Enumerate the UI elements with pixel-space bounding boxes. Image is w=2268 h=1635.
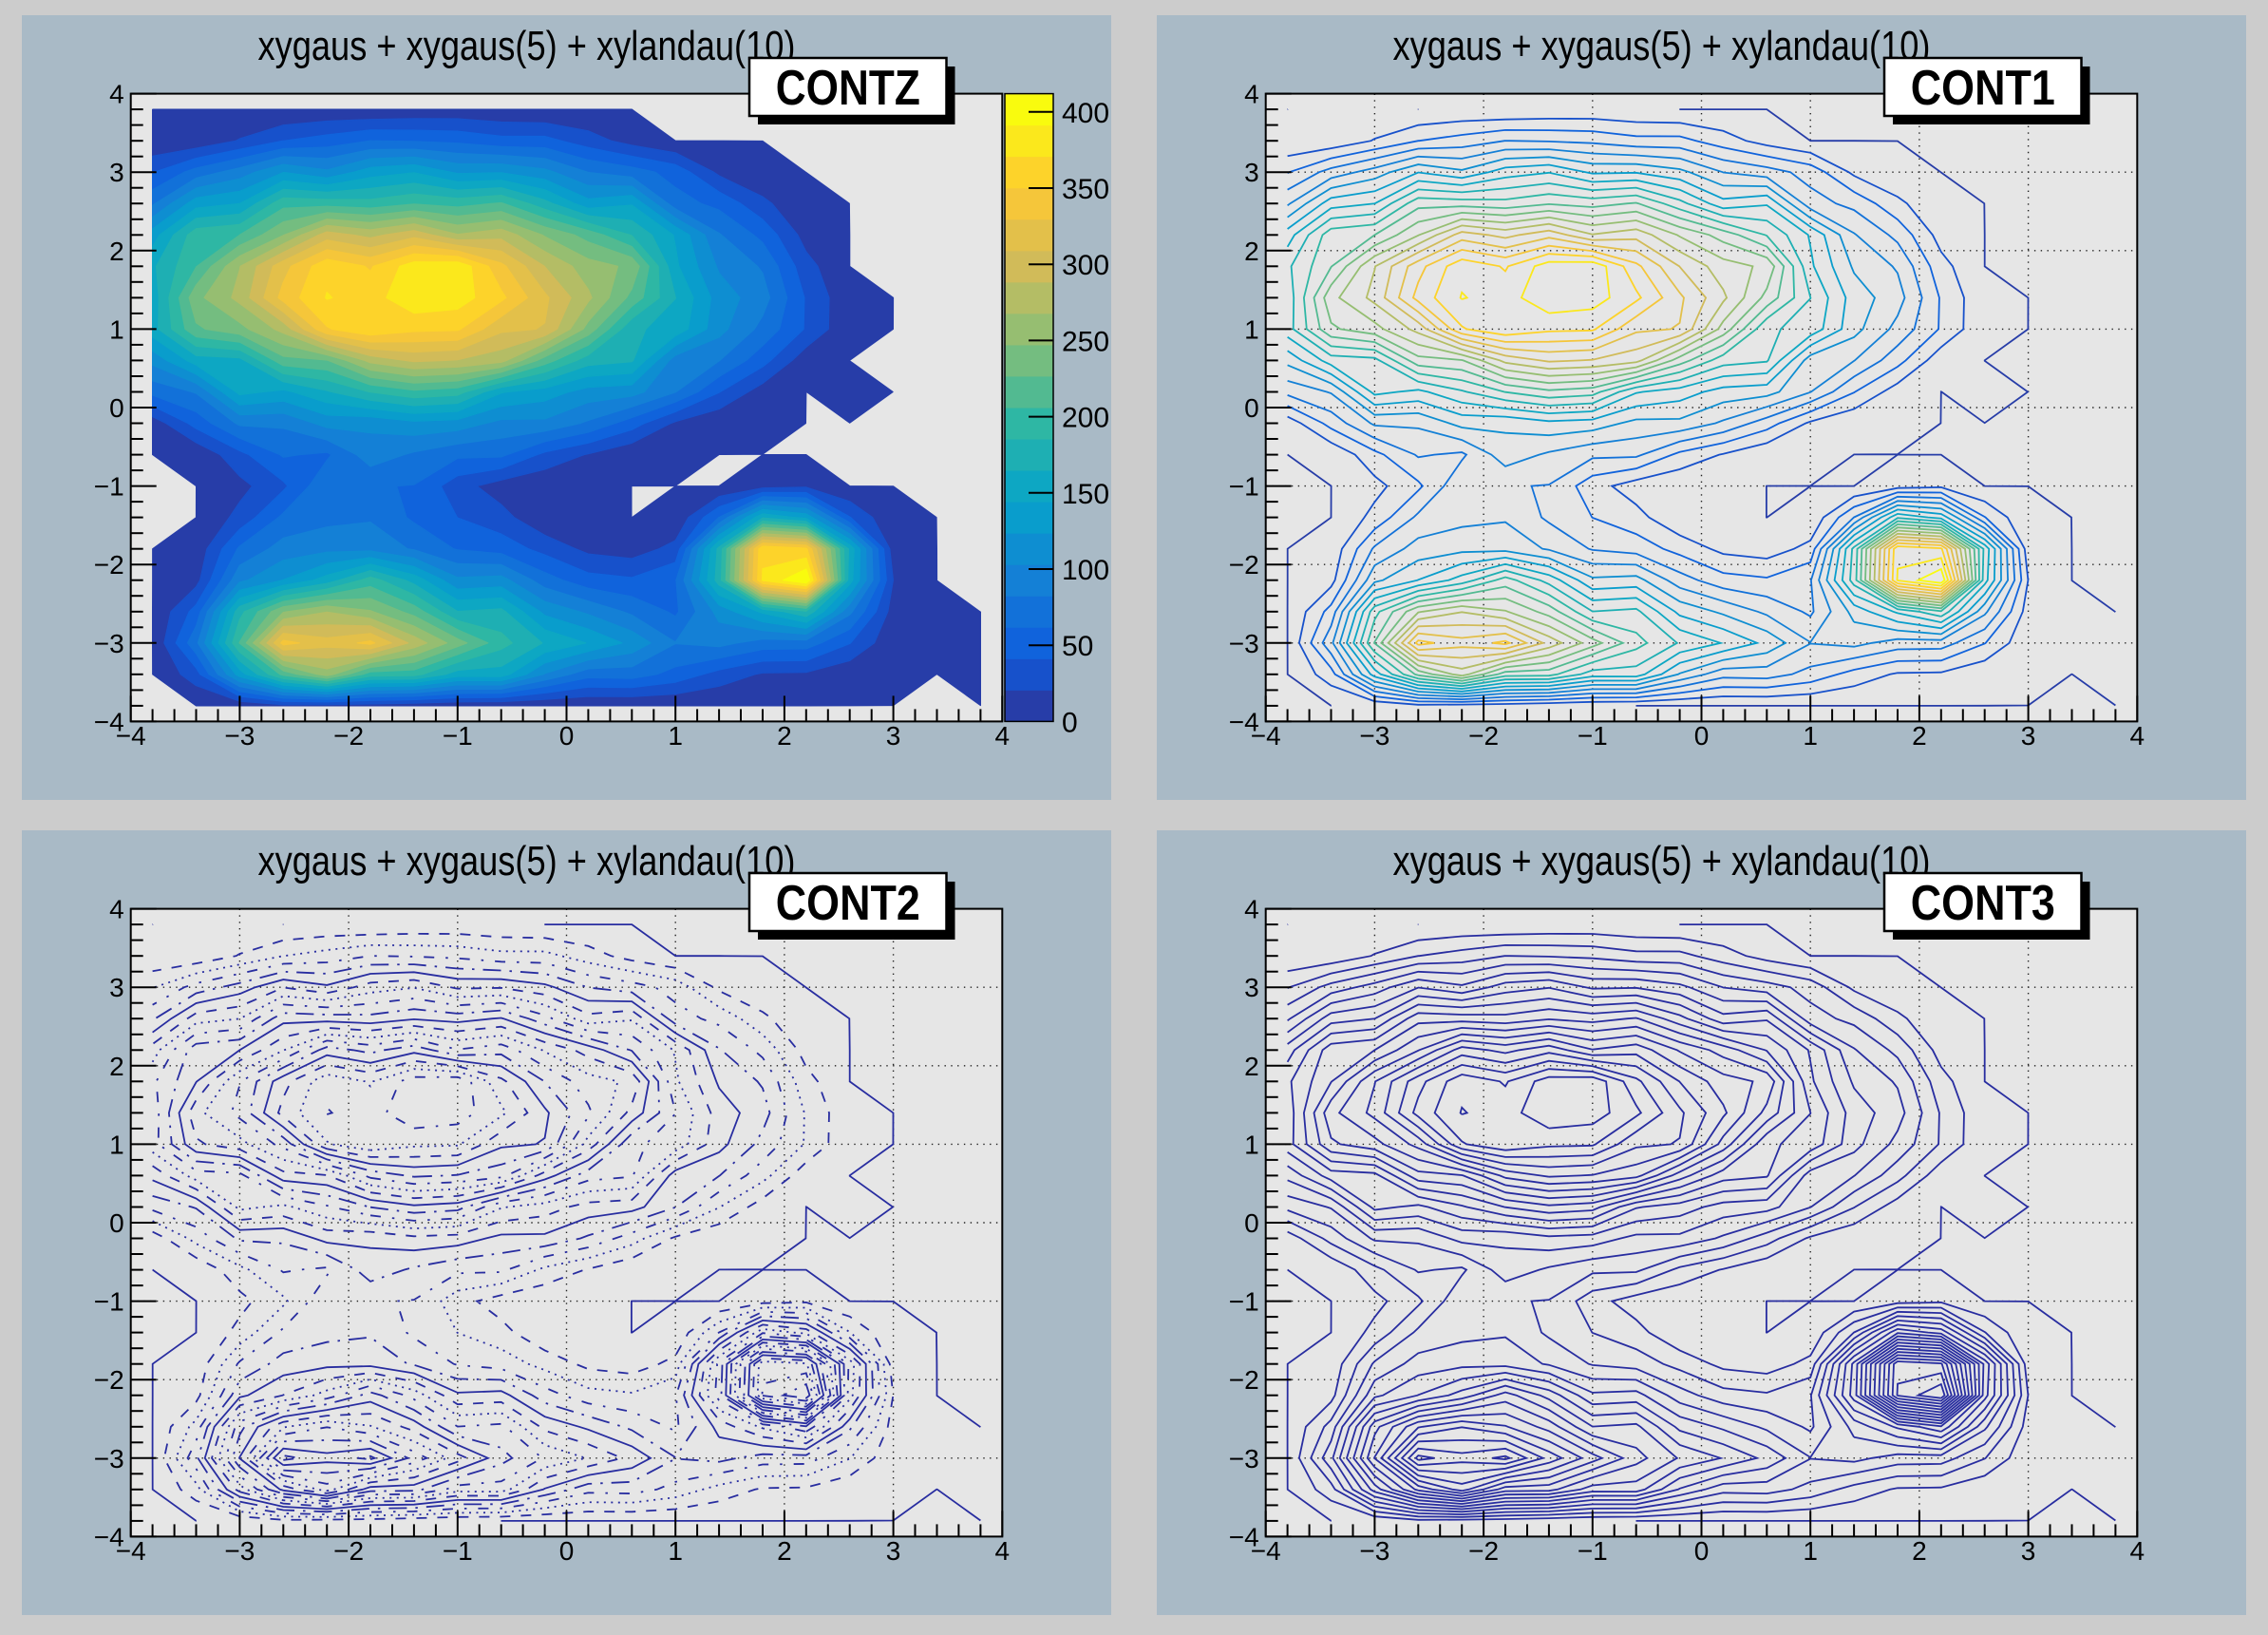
svg-text:xygaus + xygaus(5) + xylandau(: xygaus + xygaus(5) + xylandau(10) (258, 23, 796, 69)
svg-text:−4: −4 (94, 1522, 124, 1551)
svg-text:0: 0 (109, 1208, 124, 1238)
svg-text:−3: −3 (94, 629, 124, 658)
svg-text:50: 50 (1062, 631, 1093, 662)
svg-text:3: 3 (1244, 973, 1259, 1002)
svg-text:1: 1 (1244, 1130, 1259, 1159)
svg-text:2: 2 (109, 1052, 124, 1081)
svg-text:3: 3 (2021, 1536, 2036, 1566)
svg-text:0: 0 (1244, 1208, 1259, 1238)
svg-text:0: 0 (1694, 721, 1710, 751)
svg-text:−2: −2 (94, 550, 124, 580)
svg-text:250: 250 (1062, 326, 1109, 357)
svg-text:−1: −1 (1578, 721, 1608, 751)
svg-text:0: 0 (1244, 393, 1259, 423)
svg-text:4: 4 (1244, 895, 1259, 924)
svg-text:2: 2 (109, 237, 124, 266)
svg-text:1: 1 (668, 721, 683, 751)
svg-text:2: 2 (1244, 237, 1259, 266)
svg-text:−2: −2 (1229, 550, 1259, 580)
svg-text:−1: −1 (443, 1536, 473, 1566)
svg-text:100: 100 (1062, 555, 1109, 586)
svg-text:−2: −2 (1468, 1536, 1499, 1566)
svg-text:0: 0 (1694, 1536, 1710, 1566)
svg-text:−2: −2 (94, 1365, 124, 1395)
svg-text:3: 3 (886, 1536, 901, 1566)
svg-text:4: 4 (995, 1536, 1011, 1566)
svg-text:−3: −3 (94, 1444, 124, 1473)
svg-text:xygaus + xygaus(5) + xylandau(: xygaus + xygaus(5) + xylandau(10) (1393, 23, 1931, 69)
svg-text:−4: −4 (116, 1536, 146, 1566)
svg-text:−1: −1 (1229, 472, 1259, 502)
svg-text:−1: −1 (1229, 1287, 1259, 1317)
svg-text:−4: −4 (1251, 1536, 1281, 1566)
svg-text:CONT1: CONT1 (1911, 61, 2055, 116)
svg-text:−1: −1 (1578, 1536, 1608, 1566)
svg-text:3: 3 (109, 973, 124, 1002)
svg-text:300: 300 (1062, 250, 1109, 281)
svg-text:−1: −1 (94, 1287, 124, 1317)
svg-text:4: 4 (1244, 80, 1259, 109)
svg-text:CONTZ: CONTZ (776, 61, 920, 116)
svg-text:1: 1 (1803, 721, 1818, 751)
svg-text:−3: −3 (224, 721, 255, 751)
svg-text:2: 2 (777, 721, 792, 751)
svg-text:0: 0 (109, 393, 124, 423)
svg-text:−4: −4 (1229, 1522, 1259, 1551)
svg-text:4: 4 (2130, 721, 2145, 751)
svg-text:4: 4 (109, 80, 124, 109)
svg-text:2: 2 (1912, 1536, 1927, 1566)
svg-text:2: 2 (1912, 721, 1927, 751)
svg-text:1: 1 (109, 1130, 124, 1159)
svg-text:3: 3 (109, 158, 124, 187)
svg-text:−4: −4 (94, 707, 124, 736)
svg-text:xygaus + xygaus(5) + xylandau(: xygaus + xygaus(5) + xylandau(10) (258, 838, 796, 884)
svg-text:−2: −2 (1468, 721, 1499, 751)
svg-text:−4: −4 (1229, 707, 1259, 736)
svg-text:−3: −3 (1359, 721, 1389, 751)
svg-text:−2: −2 (1229, 1365, 1259, 1395)
svg-text:3: 3 (2021, 721, 2036, 751)
svg-text:200: 200 (1062, 403, 1109, 434)
svg-text:0: 0 (1062, 707, 1078, 738)
svg-text:0: 0 (559, 1536, 575, 1566)
svg-text:2: 2 (777, 1536, 792, 1566)
svg-text:0: 0 (559, 721, 575, 751)
svg-text:3: 3 (1244, 158, 1259, 187)
svg-text:−3: −3 (1359, 1536, 1389, 1566)
svg-text:xygaus + xygaus(5) + xylandau(: xygaus + xygaus(5) + xylandau(10) (1393, 838, 1931, 884)
svg-text:350: 350 (1062, 174, 1109, 205)
svg-text:−4: −4 (1251, 721, 1281, 751)
svg-text:150: 150 (1062, 479, 1109, 510)
svg-text:−3: −3 (1229, 629, 1259, 658)
svg-text:CONT3: CONT3 (1911, 876, 2055, 931)
svg-text:4: 4 (995, 721, 1011, 751)
svg-text:3: 3 (886, 721, 901, 751)
svg-text:CONT2: CONT2 (776, 876, 920, 931)
svg-text:−3: −3 (224, 1536, 255, 1566)
svg-text:−4: −4 (116, 721, 146, 751)
svg-text:400: 400 (1062, 98, 1109, 129)
svg-text:2: 2 (1244, 1052, 1259, 1081)
svg-text:4: 4 (2130, 1536, 2145, 1566)
svg-text:−2: −2 (333, 1536, 364, 1566)
svg-text:−2: −2 (333, 721, 364, 751)
svg-text:−1: −1 (443, 721, 473, 751)
svg-text:1: 1 (109, 314, 124, 344)
svg-text:1: 1 (1244, 314, 1259, 344)
svg-text:4: 4 (109, 895, 124, 924)
svg-text:−3: −3 (1229, 1444, 1259, 1473)
svg-text:1: 1 (1803, 1536, 1818, 1566)
svg-text:−1: −1 (94, 472, 124, 502)
svg-text:1: 1 (668, 1536, 683, 1566)
